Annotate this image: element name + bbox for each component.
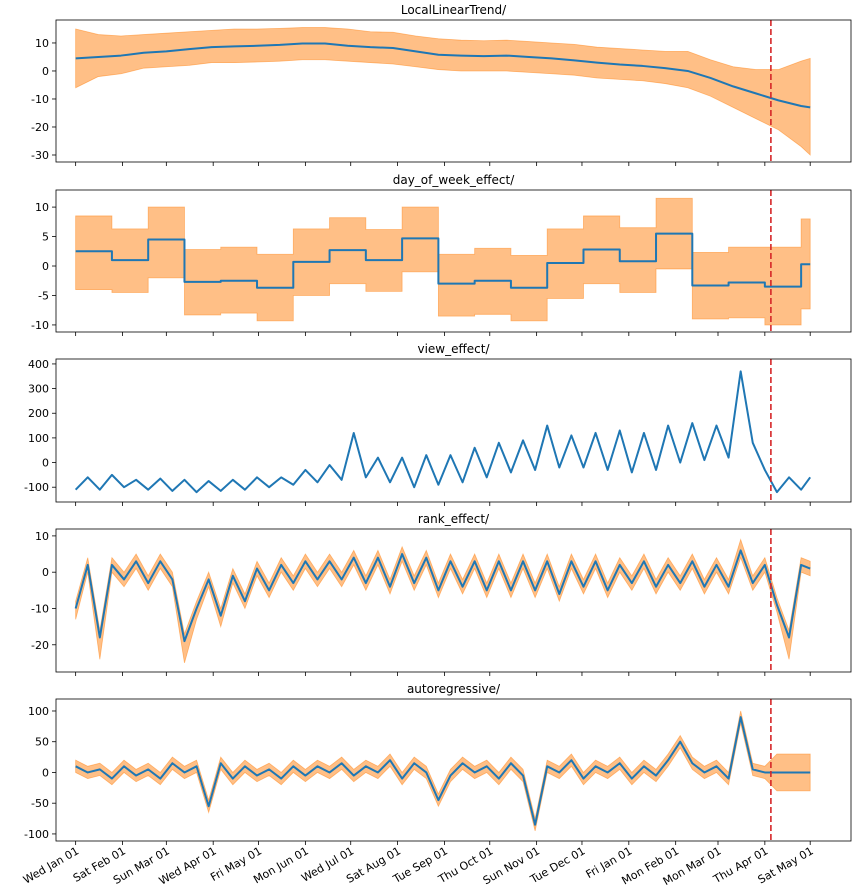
y-tick-label: 10 (35, 201, 49, 214)
panel-title: autoregressive/ (407, 682, 501, 696)
y-tick-label: 200 (28, 407, 49, 420)
y-tick-label: -100 (24, 481, 49, 494)
plot-frame (55, 358, 852, 503)
confidence-band (75, 538, 811, 664)
y-tick-label: 100 (28, 705, 49, 718)
series-line (75, 232, 811, 289)
y-tick-label: 0 (42, 260, 49, 273)
series-line (74, 370, 811, 494)
series-line (75, 42, 811, 109)
confidence-band (75, 197, 811, 326)
y-tick-label: -100 (24, 828, 49, 841)
y-tick-label: -20 (31, 121, 49, 134)
y-tick-label: 0 (42, 766, 49, 779)
y-tick-label: 10 (35, 530, 49, 543)
y-tick-label: -10 (31, 602, 49, 615)
y-tick-label: 0 (42, 65, 49, 78)
series-line (75, 716, 811, 826)
y-tick-label: -30 (31, 149, 49, 162)
panel-title: view_effect/ (417, 342, 490, 356)
y-tick-label: -5 (38, 289, 49, 302)
confidence-band (75, 710, 811, 831)
y-tick-label: 50 (35, 736, 49, 749)
y-tick-label: 100 (28, 432, 49, 445)
plot-frame (55, 19, 852, 163)
panel-title: rank_effect/ (418, 512, 490, 526)
y-tick-label: 300 (28, 383, 49, 396)
y-tick-label: 5 (42, 231, 49, 244)
panel-title: LocalLinearTrend/ (401, 3, 507, 17)
plot-frame (55, 698, 852, 842)
x-tick-label: Wed Jan 01 (21, 844, 81, 886)
y-tick-label: -20 (31, 639, 49, 652)
y-tick-label: 10 (35, 37, 49, 50)
confidence-band (75, 27, 811, 156)
y-tick-label: -50 (31, 797, 49, 810)
y-tick-label: 0 (42, 566, 49, 579)
panel-title: day_of_week_effect/ (393, 173, 516, 187)
y-tick-label: 400 (28, 358, 49, 371)
series-line (74, 549, 811, 643)
y-tick-label: -10 (31, 319, 49, 332)
plot-frame (55, 528, 852, 673)
y-tick-label: -10 (31, 93, 49, 106)
y-tick-label: 0 (42, 457, 49, 470)
plot-frame (55, 189, 852, 333)
